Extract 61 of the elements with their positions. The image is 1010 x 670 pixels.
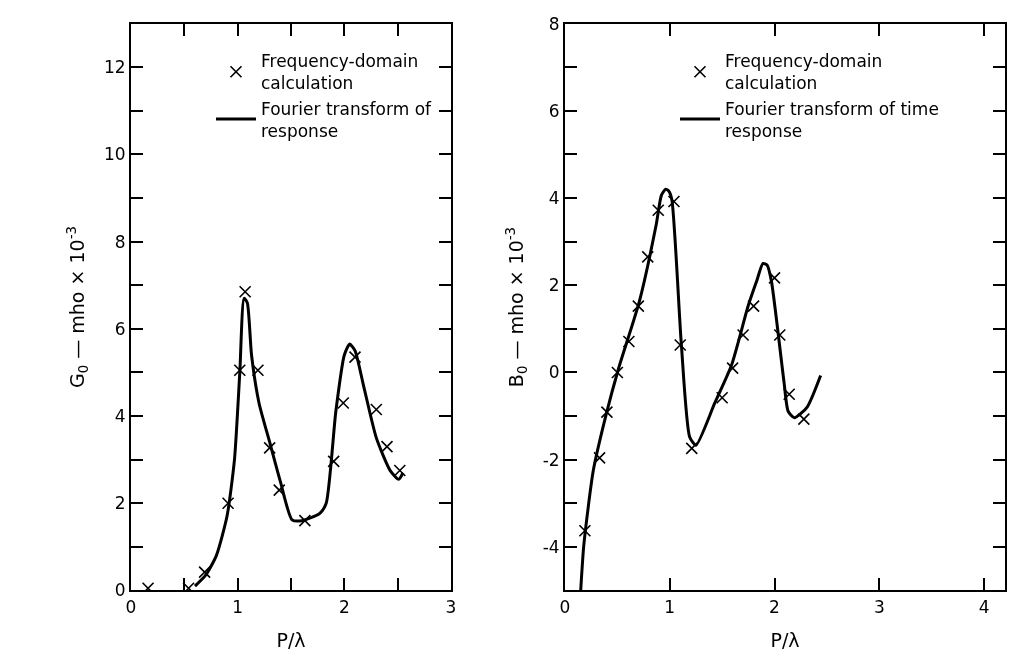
y-tick-label: 0 (548, 362, 560, 383)
point (578, 524, 592, 538)
y-tick-label: 8 (114, 231, 126, 252)
y-tick-label: 0 (114, 580, 126, 601)
y-tick-label: 10 (103, 144, 126, 165)
point (632, 299, 645, 313)
point (593, 451, 606, 465)
point (747, 299, 760, 313)
y-tick-label: 8 (548, 13, 560, 34)
y-tick-label: 4 (114, 406, 126, 426)
point (782, 387, 796, 401)
point (726, 361, 739, 375)
y-tick-label: 4 (548, 188, 560, 208)
x-axis-title: P/λ (770, 629, 800, 652)
y-tick-label: -4 (542, 536, 560, 557)
point (380, 440, 394, 453)
legend-label: Fourier transform of time response (725, 98, 939, 141)
x-tick-label: 3 (873, 596, 885, 617)
point (198, 565, 211, 579)
point (221, 496, 235, 510)
x-axis-title: P/λ (276, 629, 306, 652)
y-tick-label: 12 (103, 57, 126, 78)
x-tick-label: 4 (978, 596, 990, 617)
point (715, 391, 729, 405)
point (736, 328, 750, 342)
x-tick-label: 3 (445, 596, 457, 617)
point (238, 285, 252, 299)
point (641, 250, 655, 264)
point (600, 405, 614, 419)
point (685, 442, 699, 455)
point (797, 412, 811, 426)
point (298, 514, 312, 527)
point (327, 455, 340, 468)
legend-label: Fourier transform of response (261, 98, 433, 141)
y-tick-label: 2 (114, 493, 126, 514)
point (263, 441, 276, 455)
x-tick-label: 2 (338, 596, 350, 617)
x-tick-label: 1 (232, 596, 244, 617)
point (651, 203, 665, 217)
y-tick-label: -2 (542, 449, 560, 470)
point (673, 338, 687, 352)
point (611, 366, 624, 379)
x-tick-label: 2 (769, 596, 780, 617)
point (773, 328, 787, 342)
point (272, 483, 286, 497)
y-tick-label: 6 (114, 318, 126, 339)
point (622, 335, 636, 348)
x-tick-label: 1 (664, 596, 676, 617)
legend-label: Frequency-domain calculation (725, 51, 883, 94)
y-tick-label: 2 (548, 275, 560, 296)
point (370, 403, 383, 416)
point (768, 271, 781, 285)
y-tick-label: 6 (548, 100, 560, 121)
legend-label: Frequency-domain calculation (261, 51, 419, 94)
point (336, 396, 350, 410)
point (667, 195, 681, 208)
point (393, 464, 407, 477)
point (348, 350, 362, 364)
point (251, 363, 265, 377)
point (233, 363, 247, 377)
point (141, 581, 155, 591)
